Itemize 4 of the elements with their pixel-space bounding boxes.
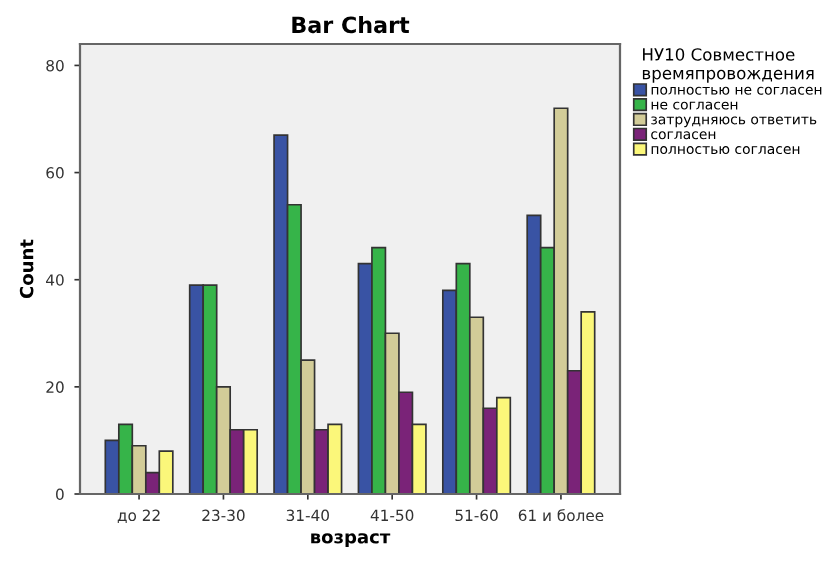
x-axis-title: возраст [311,533,391,548]
chart-title: Bar Chart [292,16,410,34]
y-axis-title: Count [19,239,34,299]
legend-title: НУ10 Совместное времяпровождения [642,48,814,83]
